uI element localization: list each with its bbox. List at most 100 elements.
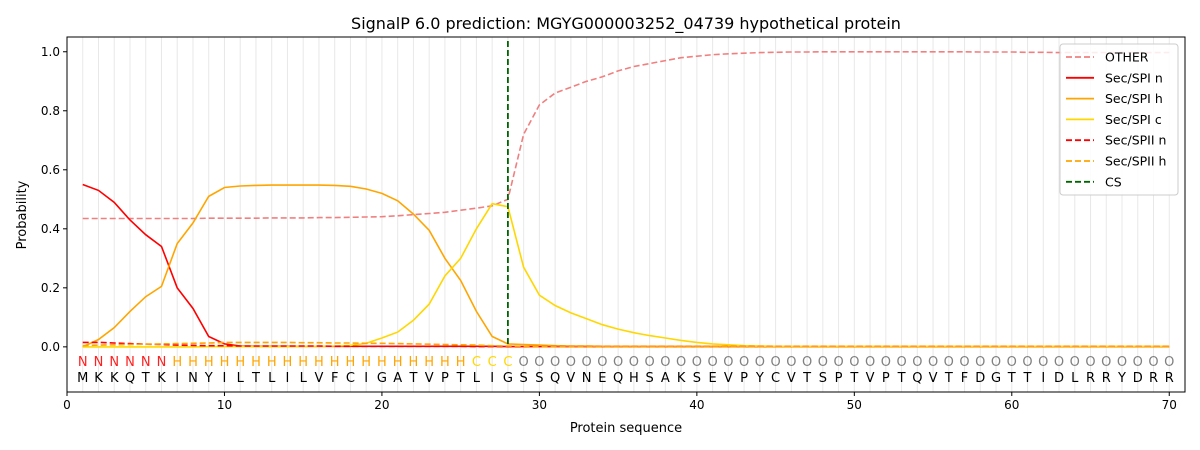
region-label: C	[503, 355, 512, 370]
region-label: O	[1007, 355, 1017, 370]
residue-label: E	[708, 371, 716, 386]
residue-label: I	[175, 371, 179, 386]
residue-label: V	[425, 371, 434, 386]
region-label: O	[833, 355, 843, 370]
residue-label: T	[897, 371, 906, 386]
x-tick-label: 20	[374, 398, 389, 412]
region-label: O	[660, 355, 670, 370]
legend-label: OTHER	[1105, 50, 1149, 65]
region-label: N	[109, 355, 119, 370]
region-label: H	[361, 355, 371, 370]
region-label: H	[409, 355, 419, 370]
region-label: O	[1133, 355, 1143, 370]
region-label: H	[298, 355, 308, 370]
residue-label: N	[188, 371, 198, 386]
residue-label: K	[677, 371, 686, 386]
series-lines	[82, 41, 1170, 348]
chart-title: SignalP 6.0 prediction: MGYG000003252_04…	[351, 14, 901, 34]
legend: OTHER Sec/SPI n Sec/SPI h Sec/SPI c Sec/SPII…	[1059, 43, 1179, 196]
region-label: O	[755, 355, 765, 370]
y-axis-label: Probability	[15, 180, 30, 249]
legend-label: Sec/SPII h	[1105, 154, 1166, 169]
residue-label: M	[77, 371, 88, 386]
series-line-sec-spi-n	[82, 183, 1170, 348]
series-line-sec-spii-h	[82, 341, 1170, 348]
region-label: O	[582, 355, 592, 370]
residue-label: G	[377, 371, 387, 386]
region-label: O	[1101, 355, 1111, 370]
region-label: O	[770, 355, 780, 370]
residue-label: Y	[1117, 371, 1126, 386]
residue-label: T	[251, 371, 260, 386]
residue-label: R	[1086, 371, 1095, 386]
sequence-labels: NMNKNKNQNTNKHIHNHYHIHLHTHLHIHLHVHFHCHIHG…	[77, 355, 1174, 386]
residue-label: Y	[755, 371, 764, 386]
grid	[82, 37, 1170, 392]
region-label: H	[393, 355, 403, 370]
region-label: O	[707, 355, 717, 370]
residue-label: F	[961, 371, 968, 386]
residue-label: L	[473, 371, 481, 386]
region-label: H	[251, 355, 261, 370]
residue-label: T	[1007, 371, 1016, 386]
region-label: C	[488, 355, 497, 370]
residue-label: L	[300, 371, 308, 386]
residue-label: A	[661, 371, 670, 386]
residue-label: S	[520, 371, 528, 386]
region-label: H	[314, 355, 324, 370]
region-label: H	[267, 355, 277, 370]
region-label: O	[912, 355, 922, 370]
region-label: O	[629, 355, 639, 370]
residue-label: T	[408, 371, 417, 386]
axis-ticks: 0 10 20 30 40 50 60 70 0.0 0.2 0.4 0.6 0.8 1.0	[41, 45, 1177, 412]
region-label: O	[1022, 355, 1032, 370]
legend-box	[1059, 43, 1179, 196]
region-label: O	[1148, 355, 1158, 370]
residue-label: D	[1054, 371, 1064, 386]
residue-label: R	[1149, 371, 1158, 386]
region-label: O	[597, 355, 607, 370]
region-label: O	[1038, 355, 1048, 370]
region-label: O	[865, 355, 875, 370]
legend-label: Sec/SPI c	[1105, 112, 1162, 127]
x-tick-label: 0	[63, 398, 71, 412]
residue-label: I	[364, 371, 368, 386]
y-tick-label: 0.8	[41, 104, 60, 118]
residue-label: I	[286, 371, 290, 386]
region-label: O	[975, 355, 985, 370]
region-label: O	[881, 355, 891, 370]
region-label: O	[1070, 355, 1080, 370]
x-tick-label: 60	[1004, 398, 1019, 412]
region-label: O	[723, 355, 733, 370]
region-label: O	[1164, 355, 1174, 370]
residue-label: V	[724, 371, 733, 386]
residue-label: E	[598, 371, 606, 386]
series-line-sec-spi-c	[82, 202, 1170, 348]
region-label: H	[235, 355, 245, 370]
residue-label: F	[331, 371, 338, 386]
region-label: H	[283, 355, 293, 370]
region-label: O	[1117, 355, 1127, 370]
residue-label: T	[944, 371, 953, 386]
region-label: H	[440, 355, 450, 370]
residue-label: V	[566, 371, 575, 386]
residue-label: Q	[912, 371, 922, 386]
region-label: O	[944, 355, 954, 370]
residue-label: S	[693, 371, 701, 386]
region-label: O	[519, 355, 529, 370]
region-label: H	[424, 355, 434, 370]
residue-label: H	[629, 371, 639, 386]
region-label: H	[204, 355, 214, 370]
x-axis-label: Protein sequence	[570, 421, 682, 436]
region-label: O	[692, 355, 702, 370]
residue-label: A	[393, 371, 402, 386]
x-tick-label: 10	[217, 398, 232, 412]
region-label: O	[534, 355, 544, 370]
residue-label: K	[110, 371, 119, 386]
region-label: H	[346, 355, 356, 370]
residue-label: Q	[613, 371, 623, 386]
residue-label: K	[157, 371, 166, 386]
region-label: N	[141, 355, 151, 370]
